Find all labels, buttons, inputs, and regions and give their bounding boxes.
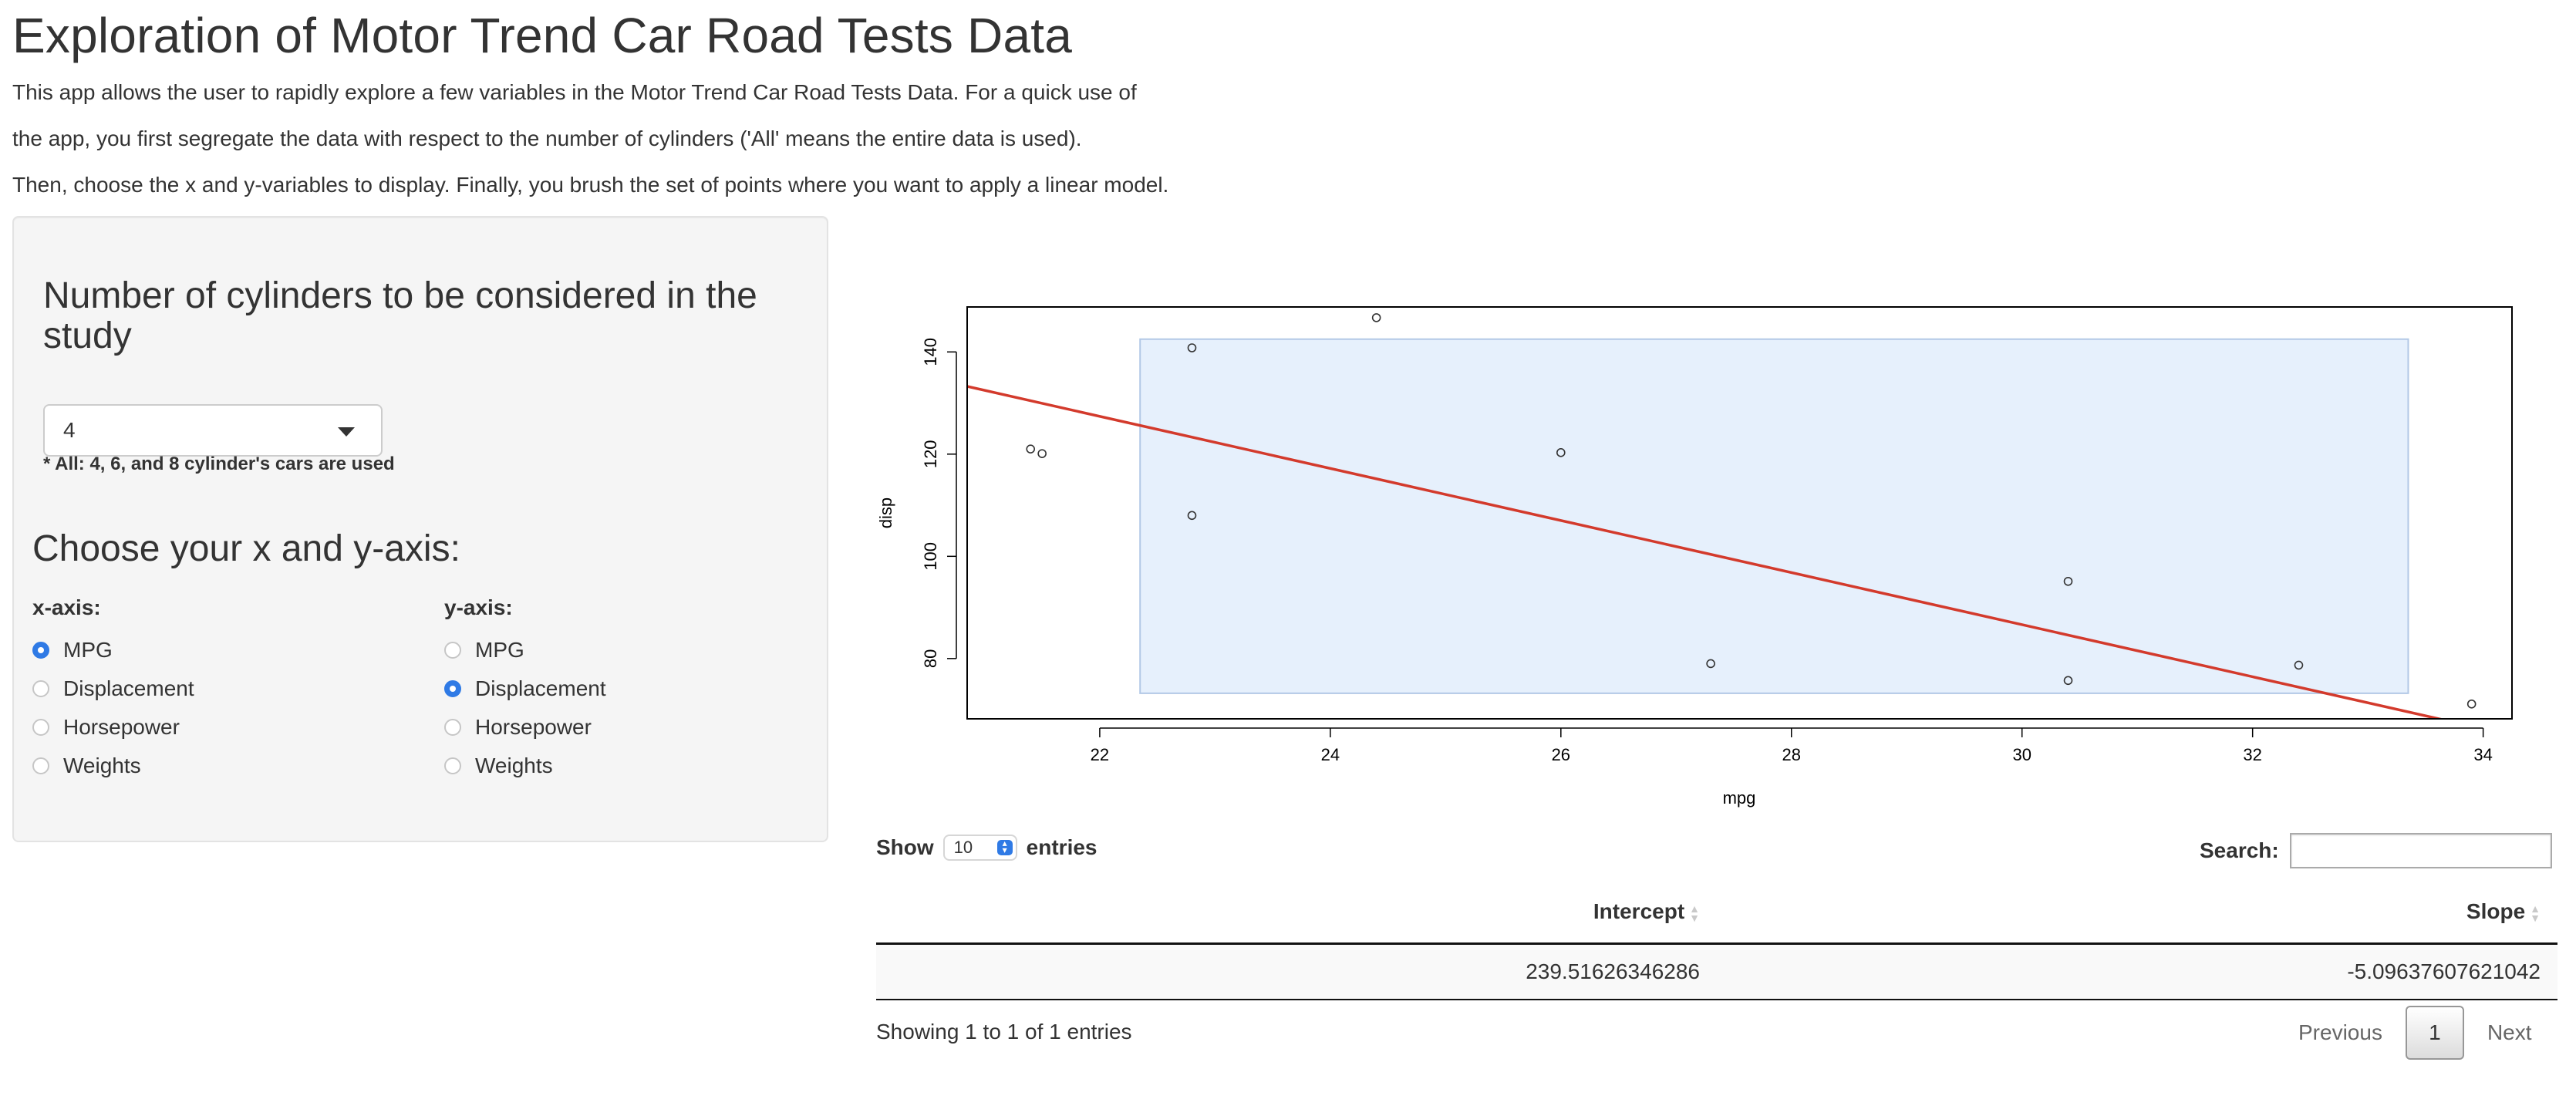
table-header-row: Intercept ▲ ▼ Slope ▲ ▼ bbox=[876, 881, 2557, 945]
y-axis-option-mpg[interactable]: MPG bbox=[444, 631, 606, 669]
y-tick-label: 100 bbox=[921, 542, 940, 571]
cylinders-help-text: * All: 4, 6, and 8 cylinder's cars are u… bbox=[43, 454, 395, 474]
radio-option-label: Displacement bbox=[63, 676, 194, 700]
x-tick-label: 32 bbox=[2243, 745, 2261, 764]
length-prefix: Show bbox=[876, 835, 934, 859]
sort-icon: ▲ ▼ bbox=[1689, 902, 1700, 924]
plot-frame bbox=[966, 306, 2513, 720]
x-tick-label: 24 bbox=[1321, 745, 1340, 764]
intro-line: This app allows the user to rapidly expl… bbox=[12, 80, 1137, 104]
table-info: Showing 1 to 1 of 1 entries bbox=[876, 1020, 1132, 1044]
x-axis-option-weights[interactable]: Weights bbox=[32, 747, 194, 785]
pagination: Previous 1 Next bbox=[2275, 1006, 2532, 1060]
column-header-intercept[interactable]: Intercept ▲ ▼ bbox=[876, 881, 1717, 945]
data-point bbox=[1187, 511, 1197, 521]
data-point bbox=[1371, 313, 1381, 322]
sidebar-panel: Number of cylinders to be considered in … bbox=[12, 216, 828, 842]
data-point bbox=[1026, 444, 1036, 454]
y-axis-option-horsepower[interactable]: Horsepower bbox=[444, 708, 606, 747]
data-point bbox=[2466, 699, 2477, 709]
data-point bbox=[2063, 576, 2073, 586]
axis-heading: Choose your x and y-axis: bbox=[32, 528, 460, 569]
intro-line: the app, you first segregate the data wi… bbox=[12, 126, 1082, 150]
sort-icon: ▲ ▼ bbox=[2530, 902, 2541, 924]
radio-button[interactable] bbox=[32, 680, 49, 697]
entries-select[interactable]: 10 ▴ ▾ bbox=[942, 835, 1017, 861]
y-axis-option-weights[interactable]: Weights bbox=[444, 747, 606, 785]
scatter-plot[interactable]: 22 24 26 28 30 32 34 80 100 120 140 mpg disp bbox=[872, 262, 2553, 818]
x-axis-title: mpg bbox=[1723, 788, 1756, 808]
table-cell-intercept: 239.51626346286 bbox=[876, 943, 1717, 1000]
radio-button[interactable] bbox=[32, 642, 49, 659]
y-axis-option-displacement[interactable]: Displacement bbox=[444, 669, 606, 708]
y-axis-radio-group: y-axis: MPG Displacement Horsepower Weig… bbox=[444, 595, 606, 785]
data-point bbox=[2063, 676, 2073, 686]
x-axis: 22 24 26 28 30 32 34 bbox=[1091, 727, 2493, 764]
x-axis-option-mpg[interactable]: MPG bbox=[32, 631, 194, 669]
y-tick-label: 140 bbox=[921, 338, 940, 366]
radio-option-label: Weights bbox=[63, 754, 141, 777]
y-tick-label: 80 bbox=[921, 649, 940, 668]
y-axis-title: disp bbox=[876, 497, 895, 528]
regression-line bbox=[967, 385, 2446, 719]
cylinders-heading: Number of cylinders to be considered in … bbox=[43, 275, 757, 356]
cylinders-select-value: 4 bbox=[63, 418, 76, 442]
radio-button[interactable] bbox=[444, 680, 461, 697]
select-stepper-icon: ▴ ▾ bbox=[996, 838, 1013, 855]
column-header-label: Intercept bbox=[1593, 899, 1685, 923]
length-suffix: entries bbox=[1026, 835, 1097, 859]
radio-button[interactable] bbox=[32, 757, 49, 774]
x-axis-label: x-axis: bbox=[32, 595, 101, 619]
column-header-label: Slope bbox=[2466, 899, 2526, 923]
page-title: Exploration of Motor Trend Car Road Test… bbox=[12, 8, 1073, 63]
radio-option-label: Displacement bbox=[475, 676, 606, 700]
cylinders-select[interactable]: 4 bbox=[43, 404, 383, 457]
next-page-button[interactable]: Next bbox=[2487, 1020, 2532, 1044]
y-axis: 80 100 120 140 bbox=[921, 338, 957, 668]
previous-page-button[interactable]: Previous bbox=[2298, 1020, 2382, 1044]
data-point bbox=[2294, 660, 2304, 670]
table-cell-slope: -5.09637607621042 bbox=[1717, 943, 2557, 1000]
search-label: Search: bbox=[2200, 838, 2279, 862]
page-1-button[interactable]: 1 bbox=[2405, 1006, 2464, 1060]
x-tick-label: 28 bbox=[1782, 745, 1801, 764]
x-tick-label: 26 bbox=[1552, 745, 1570, 764]
x-axis-radio-group: x-axis: MPG Displacement Horsepower Weig… bbox=[32, 595, 194, 785]
y-tick-label: 120 bbox=[921, 440, 940, 468]
x-tick-label: 34 bbox=[2473, 745, 2492, 764]
data-point bbox=[1037, 449, 1047, 458]
radio-button[interactable] bbox=[444, 757, 461, 774]
coefficients-table: Intercept ▲ ▼ Slope ▲ ▼ 239.51626346286 -5.0… bbox=[876, 881, 2557, 1000]
radio-option-label: Horsepower bbox=[63, 715, 180, 739]
radio-button[interactable] bbox=[444, 719, 461, 736]
table-row: 239.51626346286 -5.09637607621042 bbox=[876, 943, 2557, 1000]
intro-text: This app allows the user to rapidly expl… bbox=[12, 69, 1246, 208]
x-tick-label: 22 bbox=[1091, 745, 1109, 764]
entries-select-value: 10 bbox=[953, 838, 973, 857]
radio-button[interactable] bbox=[32, 719, 49, 736]
intro-line: Then, choose the x and y-variables to di… bbox=[12, 173, 1169, 197]
radio-option-label: MPG bbox=[63, 638, 113, 662]
table-search: Search: bbox=[2200, 833, 2552, 868]
data-point bbox=[1706, 659, 1715, 669]
search-input[interactable] bbox=[2289, 833, 2552, 868]
x-axis-option-displacement[interactable]: Displacement bbox=[32, 669, 194, 708]
chevron-down-icon bbox=[338, 427, 355, 437]
data-point bbox=[1556, 448, 1566, 457]
radio-option-label: Weights bbox=[475, 754, 553, 777]
data-points bbox=[1026, 313, 2477, 709]
radio-option-label: MPG bbox=[475, 638, 524, 662]
data-point bbox=[1187, 343, 1197, 352]
x-tick-label: 30 bbox=[2012, 745, 2031, 764]
y-axis-label: y-axis: bbox=[444, 595, 513, 619]
table-length-control: Show 10 ▴ ▾ entries bbox=[876, 835, 1097, 861]
brush-selection[interactable] bbox=[1139, 338, 2409, 694]
column-header-slope[interactable]: Slope ▲ ▼ bbox=[1717, 881, 2557, 945]
radio-button[interactable] bbox=[444, 642, 461, 659]
x-axis-option-horsepower[interactable]: Horsepower bbox=[32, 708, 194, 747]
radio-option-label: Horsepower bbox=[475, 715, 592, 739]
